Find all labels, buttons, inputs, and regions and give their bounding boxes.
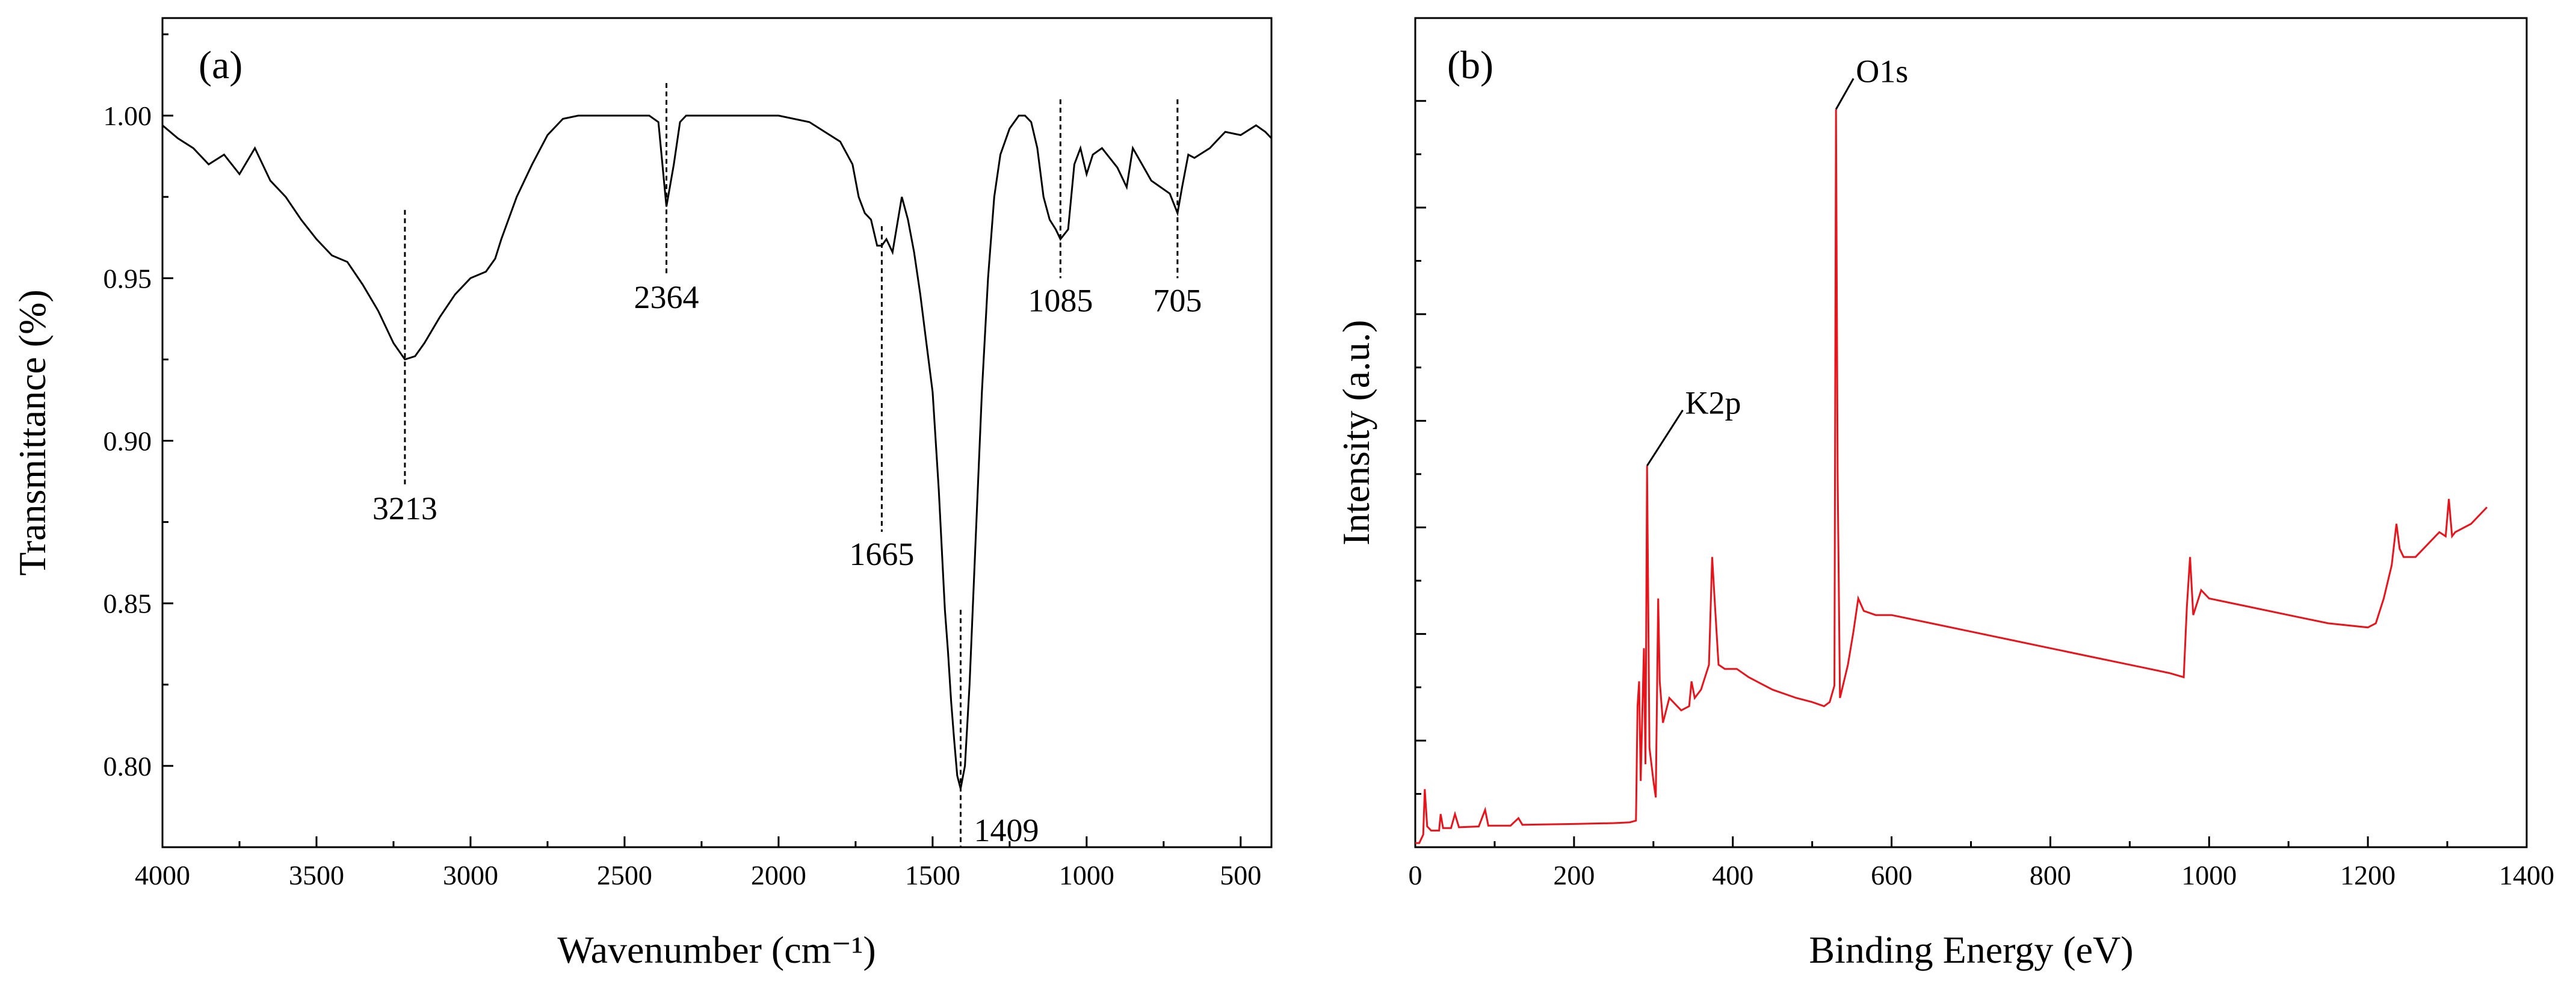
x-tick-label-a: 1500 (905, 860, 960, 891)
x-tick-label-a: 4000 (135, 860, 190, 891)
y-axis-title-a: Transmittance (%) (11, 289, 54, 576)
panel-label-a: (a) (199, 43, 242, 87)
x-tick-label-a: 3500 (289, 860, 344, 891)
peak-label-705: 705 (1153, 282, 1202, 318)
peak-annotations-a: 3213 2364 1665 1409 1085 705 (372, 83, 1202, 848)
x-tick-label-b: 200 (1553, 860, 1595, 891)
peak-label-3213: 3213 (372, 490, 437, 526)
plot-frame-a (161, 17, 1273, 848)
y-axis-a: 0.80 0.85 0.90 0.95 1.00 (103, 33, 173, 782)
y-tick-label-a: 0.80 (103, 751, 152, 782)
peak-label-1085: 1085 (1028, 282, 1093, 318)
x-tick-label-a: 3000 (443, 860, 498, 891)
y-tick-label-a: 0.85 (103, 588, 152, 619)
x-tick-label-b: 400 (1712, 860, 1753, 891)
peak-label-1665: 1665 (849, 536, 914, 572)
panel-a-ftir: 4000 3500 3000 2500 2000 1500 1000 500 0.80 0.85… (11, 17, 1273, 971)
x-tick-label-b: 1400 (2499, 860, 2554, 891)
peak-label-O1s: O1s (1856, 53, 1908, 89)
x-axis-title-b: Binding Energy (eV) (1809, 928, 2133, 971)
x-tick-label-a: 1000 (1059, 860, 1114, 891)
x-tick-label-a: 2500 (597, 860, 652, 891)
panel-b-xps: 0 200 400 600 800 1000 1200 1400 K2p O1s (b) Bin… (1335, 17, 2554, 971)
x-axis-title-a: Wavenumber (cm⁻¹) (557, 928, 876, 971)
plot-frame-b (1414, 17, 2528, 848)
x-tick-label-b: 1000 (2181, 860, 2237, 891)
peak-label-1409: 1409 (974, 812, 1039, 848)
x-tick-label-a: 2000 (751, 860, 806, 891)
peak-label-2364: 2364 (634, 279, 699, 315)
y-tick-label-a: 1.00 (103, 100, 152, 131)
y-tick-label-a: 0.95 (103, 263, 152, 294)
peak-leader-K2p (1646, 409, 1684, 466)
y-axis-b (1415, 100, 1426, 795)
y-tick-label-a: 0.90 (103, 426, 152, 457)
peak-label-K2p: K2p (1685, 385, 1741, 421)
x-axis-a: 4000 3500 3000 2500 2000 1500 1000 500 (135, 836, 1261, 891)
ftir-spectrum-line (162, 114, 1273, 789)
x-tick-label-a: 500 (1220, 860, 1261, 891)
peak-annotations-b: K2p O1s (1646, 53, 1908, 466)
panel-label-b: (b) (1447, 43, 1493, 87)
peak-leader-O1s (1835, 78, 1855, 110)
x-axis-b: 0 200 400 600 800 1000 1200 1400 (1409, 836, 2554, 891)
xps-spectrum-line (1415, 109, 2488, 844)
y-axis-title-b: Intensity (a.u.) (1335, 320, 1377, 546)
x-tick-label-b: 0 (1409, 860, 1422, 891)
x-tick-label-b: 800 (2030, 860, 2071, 891)
x-tick-label-b: 1200 (2340, 860, 2395, 891)
x-tick-label-b: 600 (1871, 860, 1912, 891)
